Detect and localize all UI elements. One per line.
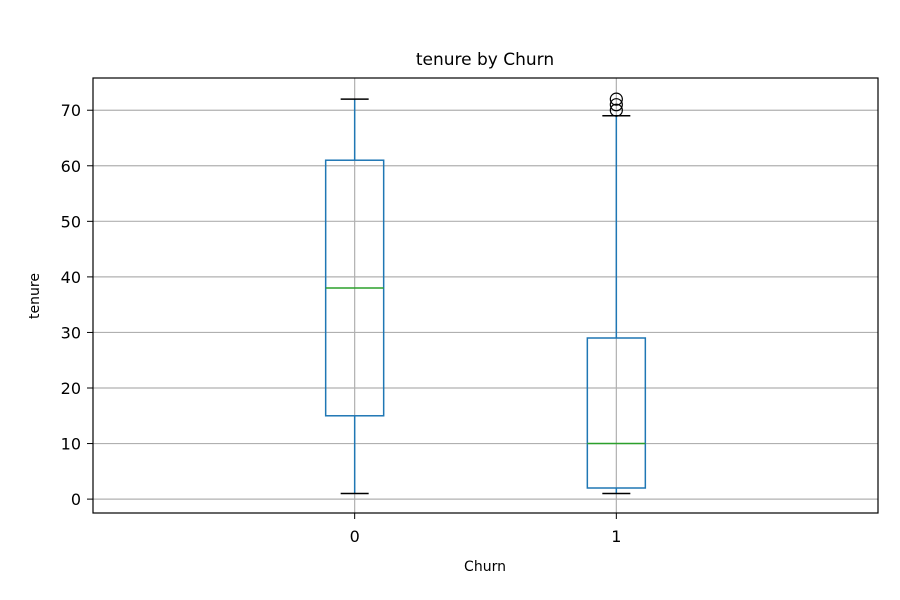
outlier-point (609, 92, 623, 106)
y-axis-ticks: 0 10 20 30 40 50 60 70 (61, 101, 93, 509)
x-tick-label: 1 (611, 527, 621, 546)
x-tick-label: 0 (350, 527, 360, 546)
box-iqr (586, 337, 647, 489)
box-group-0 (324, 98, 385, 495)
y-tick-label: 20 (61, 379, 81, 398)
y-tick-label: 50 (61, 212, 81, 231)
y-tick-label: 10 (61, 435, 81, 454)
boxes (324, 92, 647, 495)
x-axis-label: Churn (464, 559, 506, 575)
box-group-1 (586, 92, 647, 495)
plot-frame (92, 77, 879, 514)
y-axis-label: tenure (27, 273, 43, 319)
y-tick-label: 60 (61, 157, 81, 176)
y-tick-label: 40 (61, 268, 81, 287)
y-tick-label: 0 (71, 490, 81, 509)
y-tick-label: 70 (61, 101, 81, 120)
y-tick-label: 30 (61, 323, 81, 342)
chart-title: tenure by Churn (416, 50, 554, 70)
outlier-point (609, 98, 623, 112)
outlier-point (609, 103, 623, 117)
grid-lines (93, 78, 878, 513)
